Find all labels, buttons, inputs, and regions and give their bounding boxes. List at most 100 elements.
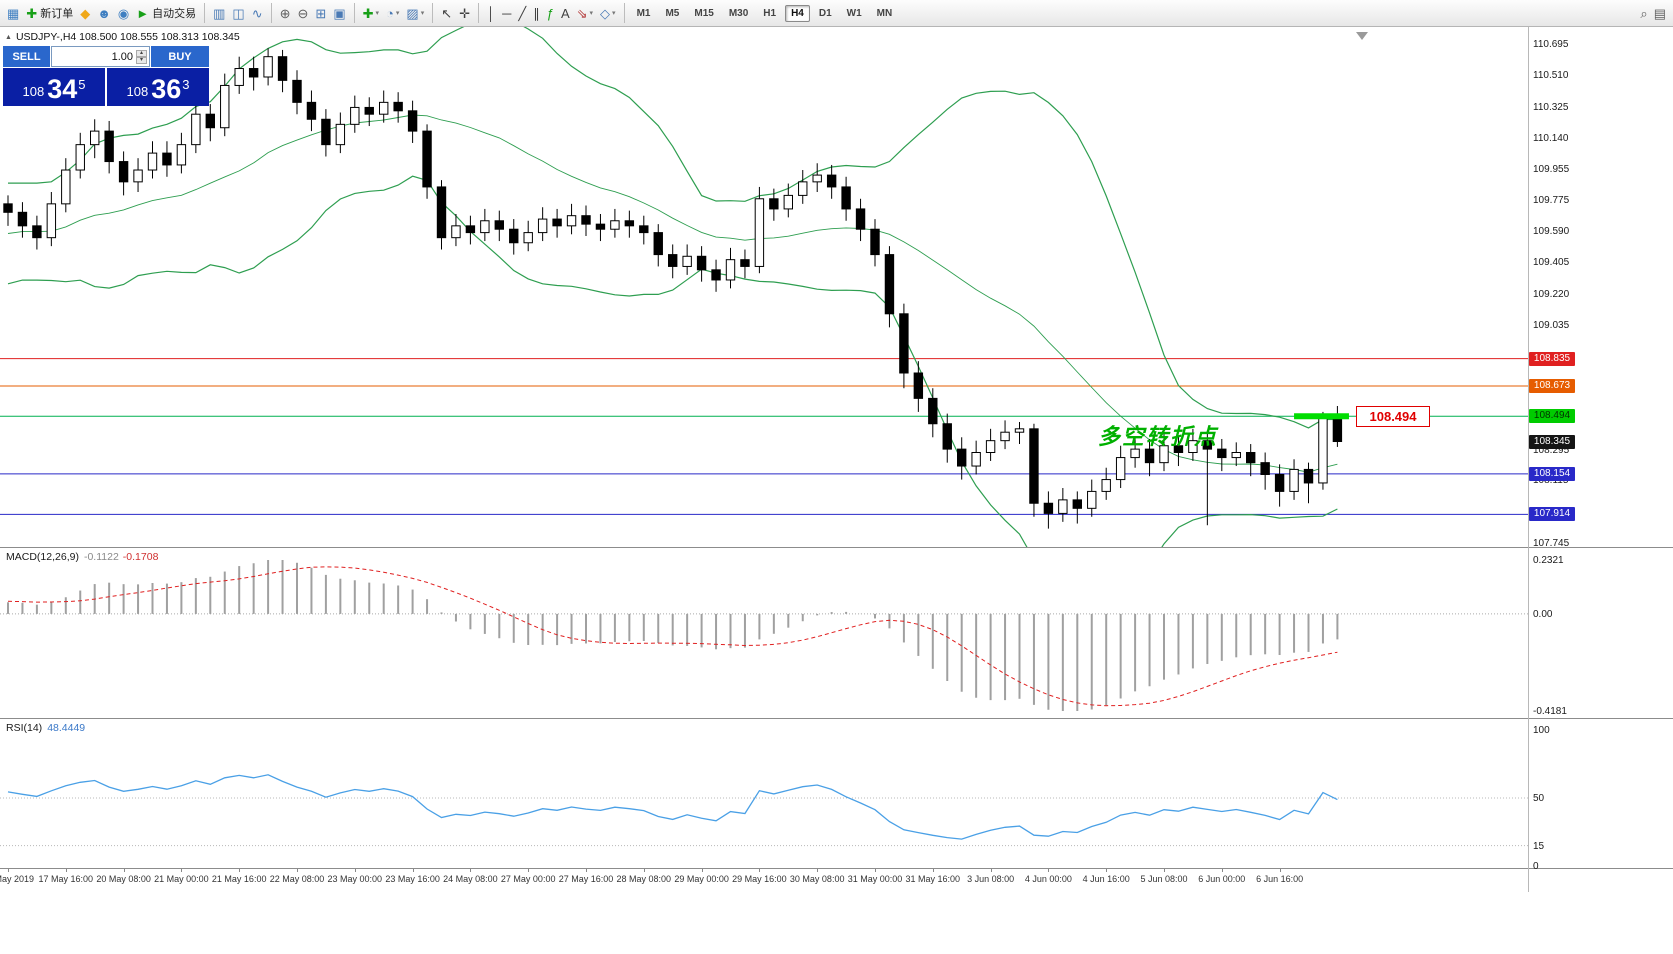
vertical-line-icon[interactable]: │: [484, 2, 498, 24]
candlestick-chart-icon[interactable]: ◫: [229, 2, 247, 24]
rsi-label: RSI(14) 48.4449: [6, 722, 86, 734]
time-tick-label: 3 Jun 08:00: [967, 874, 1015, 884]
profile-icon: ☻: [97, 5, 111, 21]
text-icon: A: [560, 5, 570, 21]
trendline-icon[interactable]: ╱: [515, 2, 529, 24]
time-tick: [932, 869, 934, 872]
time-tick: [1221, 869, 1223, 872]
price-level-label[interactable]: 108.494: [1356, 406, 1430, 427]
toolbar-right-icons: ⌕ ▤: [1637, 2, 1669, 24]
fibonacci-icon[interactable]: ƒ: [544, 2, 557, 24]
workspace-icon: ▤: [1653, 5, 1666, 21]
zoom-in-icon: ⊕: [279, 5, 291, 21]
zoom-out-icon[interactable]: ⊖: [295, 2, 312, 24]
crosshair-icon[interactable]: ✛: [456, 2, 473, 24]
toolbar-separator: [353, 3, 355, 23]
sell-price-display[interactable]: 108 34 5: [3, 68, 105, 106]
new-chart-icon[interactable]: ▦: [4, 2, 22, 24]
text-icon[interactable]: A: [558, 2, 573, 24]
templates-icon[interactable]: ▨ ▾: [403, 2, 427, 24]
new-order-button: ✚: [26, 5, 38, 21]
volume-up-button[interactable]: ▴: [136, 49, 147, 57]
chart-shift-marker: [1356, 32, 1368, 40]
line-chart-icon[interactable]: ∿: [249, 2, 266, 24]
time-tick: [528, 869, 530, 872]
timeframe-m30[interactable]: M30: [728, 7, 749, 19]
bar-chart-icon[interactable]: ▥: [210, 2, 228, 24]
arrows-icon: ⇘: [576, 5, 588, 21]
chart-text-annotation[interactable]: 多空转折点: [1098, 424, 1219, 449]
time-tick-label: 29 May 00:00: [674, 874, 729, 884]
timeframe-d1[interactable]: D1: [818, 7, 832, 19]
main-toolbar: ▦ ✚ 新订单 ◆ ☻ ◉ ► 自动交易 ▥ ◫ ∿ ⊕ ⊖ ⊞ ▣ ✚ ▾ ◔ ▾ ▨ ▾ ↖ ✛ │ ─ ╱ ∥ ƒ A ⇘ ▾ ◇ ▾ M1…: [0, 0, 1673, 27]
rsi-scale-label: 0: [1533, 861, 1539, 872]
volume-value[interactable]: 1.00: [111, 50, 133, 63]
time-tick: [8, 869, 9, 872]
autotrading-button-label: 自动交易: [152, 8, 197, 20]
time-tick: [354, 869, 356, 872]
rsi-scale-label: 15: [1533, 840, 1545, 852]
zoom-out-icon: ⊖: [297, 5, 309, 21]
timeframe-w1[interactable]: W1: [846, 7, 862, 19]
price-tick-label: 109.590: [1533, 225, 1570, 237]
horizontal-line-icon[interactable]: ─: [499, 2, 514, 24]
arrows-icon[interactable]: ⇘ ▾: [574, 2, 596, 24]
price-tick-label: 110.695: [1533, 39, 1569, 50]
mql5-icon[interactable]: ◆: [77, 2, 93, 24]
periods-icon: ◔: [386, 5, 394, 21]
autotrading-button[interactable]: ► 自动交易: [133, 2, 199, 24]
pane-separator[interactable]: [0, 547, 1673, 548]
time-tick-label: 5 Jun 08:00: [1140, 874, 1188, 884]
price-tick-label: 109.405: [1533, 257, 1570, 269]
time-tick-label: 31 May 16:00: [905, 874, 961, 884]
cascade-windows-icon[interactable]: ▣: [330, 2, 348, 24]
timeframe-m5[interactable]: M5: [665, 7, 680, 19]
time-tick: [990, 869, 992, 872]
shapes-icon[interactable]: ◇ ▾: [597, 2, 619, 24]
buy-price-display[interactable]: 108 36 3: [107, 68, 209, 106]
cursor-icon[interactable]: ↖: [438, 2, 455, 24]
periods-icon[interactable]: ◔ ▾: [383, 2, 402, 24]
timeframe-m15[interactable]: M15: [694, 7, 714, 19]
search-icon[interactable]: ⌕: [1637, 2, 1650, 24]
time-tick-label: 31 May 00:00: [847, 874, 903, 884]
time-tick-label: 21 May 00:00: [154, 874, 209, 884]
price-badge: 107.914: [1529, 507, 1575, 522]
time-tick: [586, 869, 587, 872]
volume-down-button[interactable]: ▾: [136, 56, 147, 64]
timeframe-h4[interactable]: H4: [785, 4, 810, 22]
timeframe-m1[interactable]: M1: [636, 7, 651, 19]
news-icon[interactable]: ◉: [115, 2, 132, 24]
indicators-icon[interactable]: ✚ ▾: [360, 2, 382, 24]
time-tick-label: 23 May 00:00: [327, 874, 383, 884]
symbol-ohlc-text: USDJPY-,H4 108.500 108.555 108.313 108.3…: [15, 31, 240, 43]
zoom-in-icon[interactable]: ⊕: [277, 2, 294, 24]
workspace-icon[interactable]: ▤: [1651, 2, 1669, 24]
buy-button[interactable]: BUY: [151, 46, 209, 67]
timeframe-h1[interactable]: H1: [763, 7, 777, 19]
candlestick-chart-icon: ◫: [232, 5, 245, 21]
sell-button[interactable]: SELL: [3, 46, 50, 67]
tile-windows-icon[interactable]: ⊞: [312, 2, 329, 24]
new-order-button-label: 新订单: [40, 8, 74, 20]
chevron-down-icon: ▾: [395, 10, 400, 17]
ohlc-info-bar: ▲ USDJPY-,H4 108.500 108.555 108.313 108…: [5, 31, 240, 43]
templates-icon: ▨: [406, 5, 419, 21]
time-tick: [297, 869, 298, 872]
macd-indicator-pane: [0, 560, 1528, 711]
profile-icon[interactable]: ☻: [94, 2, 114, 24]
collapse-trade-panel-arrow[interactable]: ▲: [5, 33, 12, 41]
channel-icon: ∥: [533, 5, 540, 21]
volume-field[interactable]: 1.00 ▴ ▾: [51, 46, 150, 67]
price-badge: 108.673: [1529, 379, 1575, 394]
time-tick-label: 21 May 16:00: [211, 874, 267, 884]
time-tick: [470, 869, 472, 872]
toolbar-separator: [270, 3, 272, 23]
pane-separator[interactable]: [0, 718, 1673, 719]
toolbar-separator: [432, 3, 434, 23]
time-tick-label: 4 Jun 16:00: [1082, 874, 1130, 884]
timeframe-mn[interactable]: MN: [876, 7, 893, 19]
channel-icon[interactable]: ∥: [530, 2, 543, 24]
new-order-button[interactable]: ✚ 新订单: [23, 2, 76, 24]
